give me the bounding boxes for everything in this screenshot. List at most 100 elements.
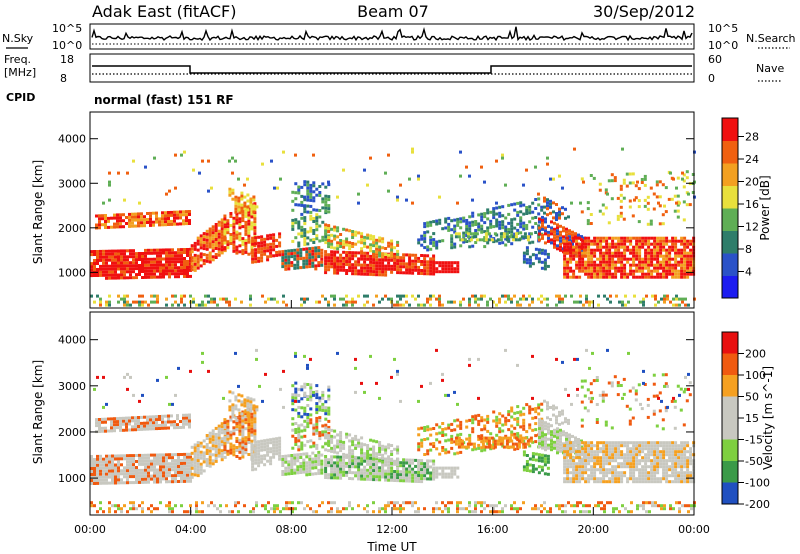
echo-cell — [516, 222, 520, 226]
echo-cell — [281, 461, 285, 464]
echo-cell — [117, 267, 120, 271]
echo-cell — [531, 455, 535, 459]
echo-cell — [590, 248, 594, 252]
echo-cell — [537, 403, 541, 407]
echo-cell — [572, 444, 576, 448]
echo-cell — [96, 457, 99, 461]
echo-cell — [324, 194, 328, 198]
echo-cell — [257, 458, 261, 462]
echo-cell — [244, 238, 248, 242]
echo-cell — [192, 300, 195, 304]
echo-cell — [330, 233, 334, 237]
echo-cell — [510, 224, 514, 228]
echo-cell — [296, 453, 300, 457]
echo-cell — [550, 433, 553, 437]
echo-cell — [120, 261, 123, 265]
echo-cell — [238, 220, 242, 224]
echo-cell — [135, 276, 138, 280]
echo-cell — [555, 406, 558, 410]
echo-cell — [656, 245, 660, 249]
echo-cell — [315, 390, 319, 394]
echo-cell — [159, 456, 162, 460]
echo-cell — [210, 297, 213, 301]
echo-cell — [190, 268, 194, 272]
echo-cell — [481, 442, 485, 446]
echo-cell — [243, 401, 247, 405]
cpid-text: normal (fast) 151 RF — [94, 93, 234, 107]
echo-cell — [459, 244, 463, 248]
echo-cell — [117, 481, 120, 485]
echo-cell — [471, 214, 475, 218]
echo-cell — [590, 453, 594, 457]
echo-cell — [390, 444, 394, 447]
echo-cell — [190, 250, 194, 254]
echo-cell — [137, 416, 140, 419]
echo-cell — [171, 254, 174, 258]
echo-cell — [315, 396, 319, 400]
echo-cell — [220, 251, 224, 255]
echo-cell — [291, 402, 295, 406]
echo-cell — [117, 276, 120, 280]
echo-cell — [657, 300, 660, 304]
echo-cell — [102, 264, 105, 268]
echo-cell — [156, 269, 159, 273]
echo-cell — [220, 452, 224, 456]
echo-cell — [126, 294, 129, 298]
echo-cell — [345, 473, 349, 477]
echo-cell — [453, 469, 457, 473]
echo-cell — [664, 210, 668, 214]
echo-cell — [254, 458, 258, 462]
echo-cell — [129, 303, 132, 307]
echo-cell — [372, 457, 376, 461]
echo-cell — [320, 453, 324, 457]
echo-cell — [634, 184, 638, 188]
echo-cell — [238, 232, 242, 236]
nsky-label: N.Sky — [2, 32, 34, 45]
echo-cell — [656, 260, 660, 264]
echo-cell — [390, 245, 394, 249]
echo-cell — [143, 424, 146, 428]
echo-cell — [604, 188, 608, 192]
echo-cell — [562, 229, 565, 233]
echo-cell — [432, 462, 436, 466]
echo-cell — [122, 428, 125, 432]
echo-cell — [620, 251, 624, 255]
echo-cell — [393, 267, 397, 271]
echo-cell — [387, 261, 391, 265]
echo-cell — [396, 252, 400, 256]
echo-cell — [231, 415, 235, 419]
echo-cell — [235, 449, 239, 452]
echo-cell — [155, 427, 158, 431]
echo-cell — [598, 188, 602, 192]
echo-cell — [266, 255, 270, 259]
echo-cell — [229, 433, 233, 437]
echo-cell — [547, 428, 550, 432]
echo-cell — [165, 462, 168, 466]
echo-cell — [438, 239, 442, 243]
echo-cell — [190, 262, 194, 266]
echo-cell — [348, 445, 352, 449]
echo-cell — [129, 273, 132, 277]
echo-cell — [519, 410, 523, 414]
echo-cell — [405, 265, 409, 269]
echo-cell — [459, 303, 462, 307]
echo-cell — [622, 196, 626, 200]
echo-cell — [199, 246, 203, 250]
echo-cell — [688, 203, 692, 207]
echo-cell — [569, 444, 573, 448]
echo-cell — [556, 244, 559, 248]
echo-cell — [556, 433, 559, 437]
echo-cell — [317, 462, 321, 466]
echo-cell — [156, 257, 159, 261]
echo-cell — [306, 183, 310, 187]
echo-cell — [522, 251, 526, 255]
echo-cell — [223, 241, 227, 245]
echo-cell — [529, 439, 533, 443]
echo-cell — [402, 479, 406, 483]
echo-cell — [453, 267, 457, 271]
echo-cell — [670, 197, 674, 201]
echo-cell — [235, 437, 239, 440]
echo-cell — [137, 221, 140, 225]
echo-cell — [183, 458, 186, 462]
echo-cell — [303, 419, 307, 423]
